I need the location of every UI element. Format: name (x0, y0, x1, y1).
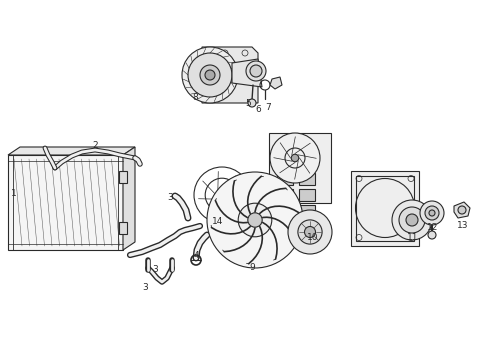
Polygon shape (299, 173, 315, 185)
Text: 13: 13 (457, 220, 469, 230)
Polygon shape (351, 171, 419, 246)
Polygon shape (277, 173, 293, 185)
Circle shape (429, 210, 435, 216)
Polygon shape (8, 147, 135, 155)
Text: 2: 2 (92, 140, 98, 149)
Circle shape (392, 200, 432, 240)
Text: 12: 12 (427, 224, 439, 233)
Polygon shape (202, 47, 258, 103)
Text: 14: 14 (212, 217, 224, 226)
Circle shape (250, 65, 262, 77)
Text: 1: 1 (11, 189, 17, 198)
Circle shape (188, 53, 232, 97)
Polygon shape (232, 59, 262, 87)
Circle shape (270, 133, 320, 183)
Polygon shape (119, 171, 127, 183)
Circle shape (399, 207, 425, 233)
Circle shape (428, 231, 436, 239)
Text: 7: 7 (265, 104, 271, 112)
Text: 5: 5 (245, 99, 251, 108)
Circle shape (248, 99, 256, 107)
Circle shape (425, 206, 439, 220)
Circle shape (298, 220, 322, 244)
Circle shape (217, 189, 227, 201)
Circle shape (205, 70, 215, 80)
Text: 11: 11 (407, 234, 419, 243)
Polygon shape (269, 133, 331, 203)
Polygon shape (8, 155, 123, 250)
Circle shape (207, 172, 303, 268)
Text: 4: 4 (193, 251, 199, 260)
Text: 6: 6 (255, 105, 261, 114)
Polygon shape (454, 202, 470, 218)
Text: 3: 3 (167, 194, 173, 202)
Polygon shape (119, 222, 127, 234)
Circle shape (304, 226, 316, 238)
Text: 3: 3 (142, 284, 148, 292)
Circle shape (238, 203, 272, 237)
Text: 9: 9 (249, 264, 255, 273)
Text: 10: 10 (307, 233, 319, 242)
Text: 8: 8 (192, 93, 198, 102)
Circle shape (246, 61, 266, 81)
Circle shape (458, 206, 466, 214)
Polygon shape (277, 205, 293, 217)
Polygon shape (299, 189, 315, 201)
Circle shape (200, 65, 220, 85)
Text: 3: 3 (152, 266, 158, 274)
Polygon shape (277, 189, 293, 201)
Circle shape (248, 213, 262, 227)
Polygon shape (270, 77, 282, 89)
Circle shape (291, 154, 299, 162)
Circle shape (182, 47, 238, 103)
Polygon shape (299, 205, 315, 217)
Circle shape (406, 214, 418, 226)
Polygon shape (123, 147, 135, 250)
Circle shape (288, 210, 332, 254)
Circle shape (420, 201, 444, 225)
